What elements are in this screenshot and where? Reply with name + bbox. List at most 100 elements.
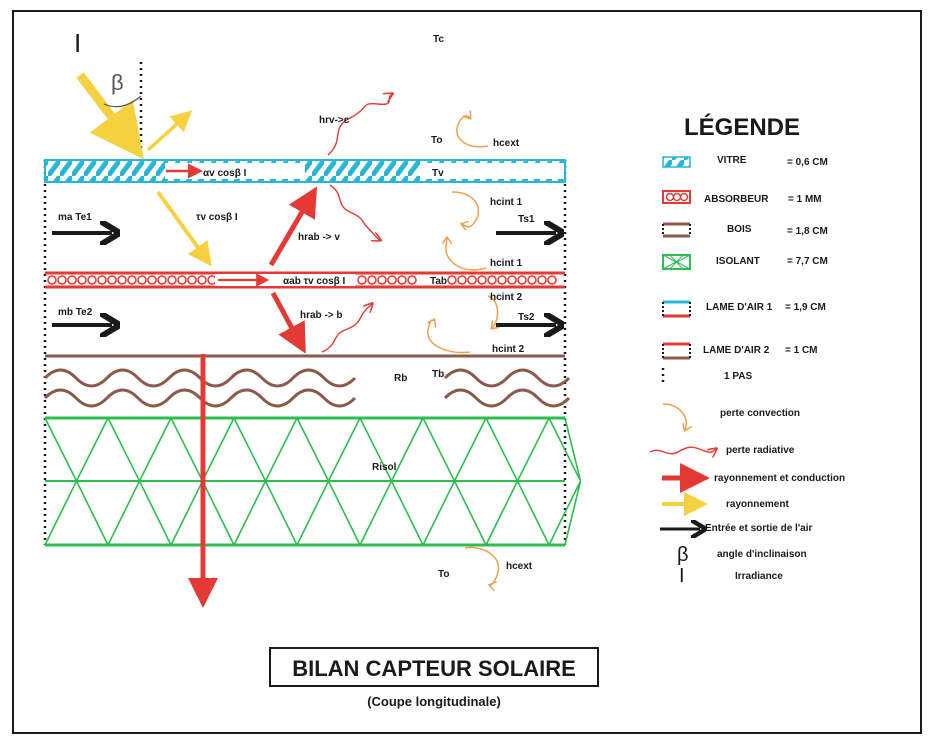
absorber-circle	[497, 275, 507, 285]
absorber-to-wood-arrow	[270, 291, 306, 354]
convection-arrow-hcint1-a	[451, 191, 480, 227]
absorber-circle	[387, 275, 397, 285]
label-To-top: To	[431, 135, 442, 146]
label-hrv-c: hrv->c	[319, 115, 350, 126]
legend-swatch-beta: β	[677, 544, 689, 566]
label-hcint2-a: hcint 2	[490, 292, 523, 303]
absorber-circle	[207, 275, 217, 285]
legend-name-isolant: ISOLANT	[716, 256, 760, 267]
absorber-circle	[77, 275, 87, 285]
insulation-diamond	[422, 417, 487, 546]
absorber-circle	[527, 275, 537, 285]
legend-name-rayonnement: rayonnement	[726, 499, 789, 510]
outer-frame	[12, 10, 922, 734]
legend-name-angle: angle d'inclinaison	[717, 549, 807, 560]
insulation-diamond	[233, 417, 298, 546]
legend-swatch-convection	[662, 403, 686, 430]
diagram-subtitle: (Coupe longitudinale)	[367, 694, 501, 709]
label-To-bottom: To	[438, 569, 449, 580]
radiative-loss-arrow-top	[327, 94, 392, 156]
absorber-circle	[97, 275, 107, 285]
legend-swatch-vitre	[662, 156, 691, 168]
absorber-circle	[517, 275, 527, 285]
convection-arrow-bottom	[464, 546, 500, 585]
absorber-layer	[47, 275, 557, 285]
absorber-circle	[407, 275, 417, 285]
absorber-to-glass-arrow	[268, 186, 318, 267]
absorber-circle	[57, 275, 67, 285]
legend-name-convection: perte convection	[720, 408, 800, 419]
irradiance-symbol: I	[74, 28, 81, 58]
absorber-circle	[367, 275, 377, 285]
label-hrab-v: hrab -> v	[298, 232, 340, 243]
legend-name-irradiance: Irradiance	[735, 571, 783, 582]
label-hcext-bottom: hcext	[506, 561, 533, 572]
label-Ts2: Ts2	[518, 312, 535, 323]
absorber-circle	[177, 275, 187, 285]
legend-swatch-lame-air-1	[662, 300, 691, 318]
insulation-diamond	[359, 417, 424, 546]
radiative-arrow-hrab-b	[321, 304, 372, 353]
label-hcint1-b: hcint 1	[490, 258, 523, 269]
insulation-diamond	[107, 417, 172, 546]
legend-value-isolant: = 7,7 CM	[787, 256, 828, 267]
label-Tab: Tab	[430, 276, 447, 287]
convection-arrow-hcint2-a	[487, 295, 498, 328]
absorber-circle	[377, 275, 387, 285]
absorber-circle	[157, 275, 167, 285]
label-Ts1: Ts1	[518, 214, 535, 225]
legend-name-bois: BOIS	[727, 224, 752, 235]
absorber-circle	[357, 275, 367, 285]
absorber-circle	[117, 275, 127, 285]
legend-value-bois: = 1,8 CM	[787, 226, 828, 237]
absorber-circle	[477, 275, 487, 285]
absorber-circle	[147, 275, 157, 285]
legend-name-radiative: perte radiative	[726, 445, 795, 456]
legend-value-lame-air-1: = 1,9 CM	[785, 302, 826, 313]
label-tau-v: τv cosβ I	[196, 212, 238, 223]
insulation-diamond	[44, 417, 109, 546]
legend-name-air: Entrée et sortie de l'air	[705, 523, 813, 534]
transmitted-ray-arrow	[156, 190, 212, 267]
wood-wave	[443, 388, 571, 408]
label-alpha-v: αv cosβ I	[203, 168, 247, 179]
legend-title: LÉGENDE	[684, 113, 800, 141]
convection-arrow-top	[456, 116, 489, 148]
legend-swatch-absorbeur	[662, 190, 691, 204]
label-hcint2-b: hcint 2	[492, 344, 525, 355]
insulation-diamond	[548, 417, 582, 546]
absorber-circle	[197, 275, 207, 285]
absorber-circle	[487, 275, 497, 285]
label-Tc: Tc	[433, 34, 444, 45]
absorber-circle	[457, 275, 467, 285]
wood-wave	[43, 388, 357, 408]
legend-name-lame-air-2: LAME D'AIR 2	[703, 345, 770, 356]
absorber-circle	[167, 275, 177, 285]
absorber-circle	[47, 275, 57, 285]
absorber-circle	[107, 275, 117, 285]
legend-value-absorbeur: = 1 MM	[788, 194, 822, 205]
legend-name-1-pas: 1 PAS	[724, 371, 752, 382]
beta-angle-arc	[103, 95, 142, 108]
absorber-circle	[547, 275, 557, 285]
label-alpha-ab: αab τv cosβ I	[283, 276, 346, 287]
legend-value-vitre: = 0,6 CM	[787, 157, 828, 168]
absorber-circle	[447, 275, 457, 285]
label-hcext-top: hcext	[493, 138, 520, 149]
diagram-title: BILAN CAPTEUR SOLAIRE	[292, 656, 576, 681]
irradiance-arrow	[76, 72, 144, 160]
wood-layer	[43, 368, 571, 408]
absorber-circle	[467, 275, 477, 285]
label-Risol: Risol	[372, 462, 397, 473]
glass-label-gap-right	[420, 163, 564, 179]
absorber-circle	[537, 275, 547, 285]
label-ma-Te1: ma Te1	[58, 212, 92, 223]
beta-symbol: β	[111, 70, 124, 95]
legend-value-lame-air-2: = 1 CM	[785, 345, 818, 356]
absorber-circle	[187, 275, 197, 285]
legend-swatch-lame-air-2	[662, 342, 691, 360]
absorber-circle	[137, 275, 147, 285]
legend-name-rayonnement-conduction: rayonnement et conduction	[714, 473, 845, 484]
reflected-ray-arrow	[146, 110, 193, 152]
